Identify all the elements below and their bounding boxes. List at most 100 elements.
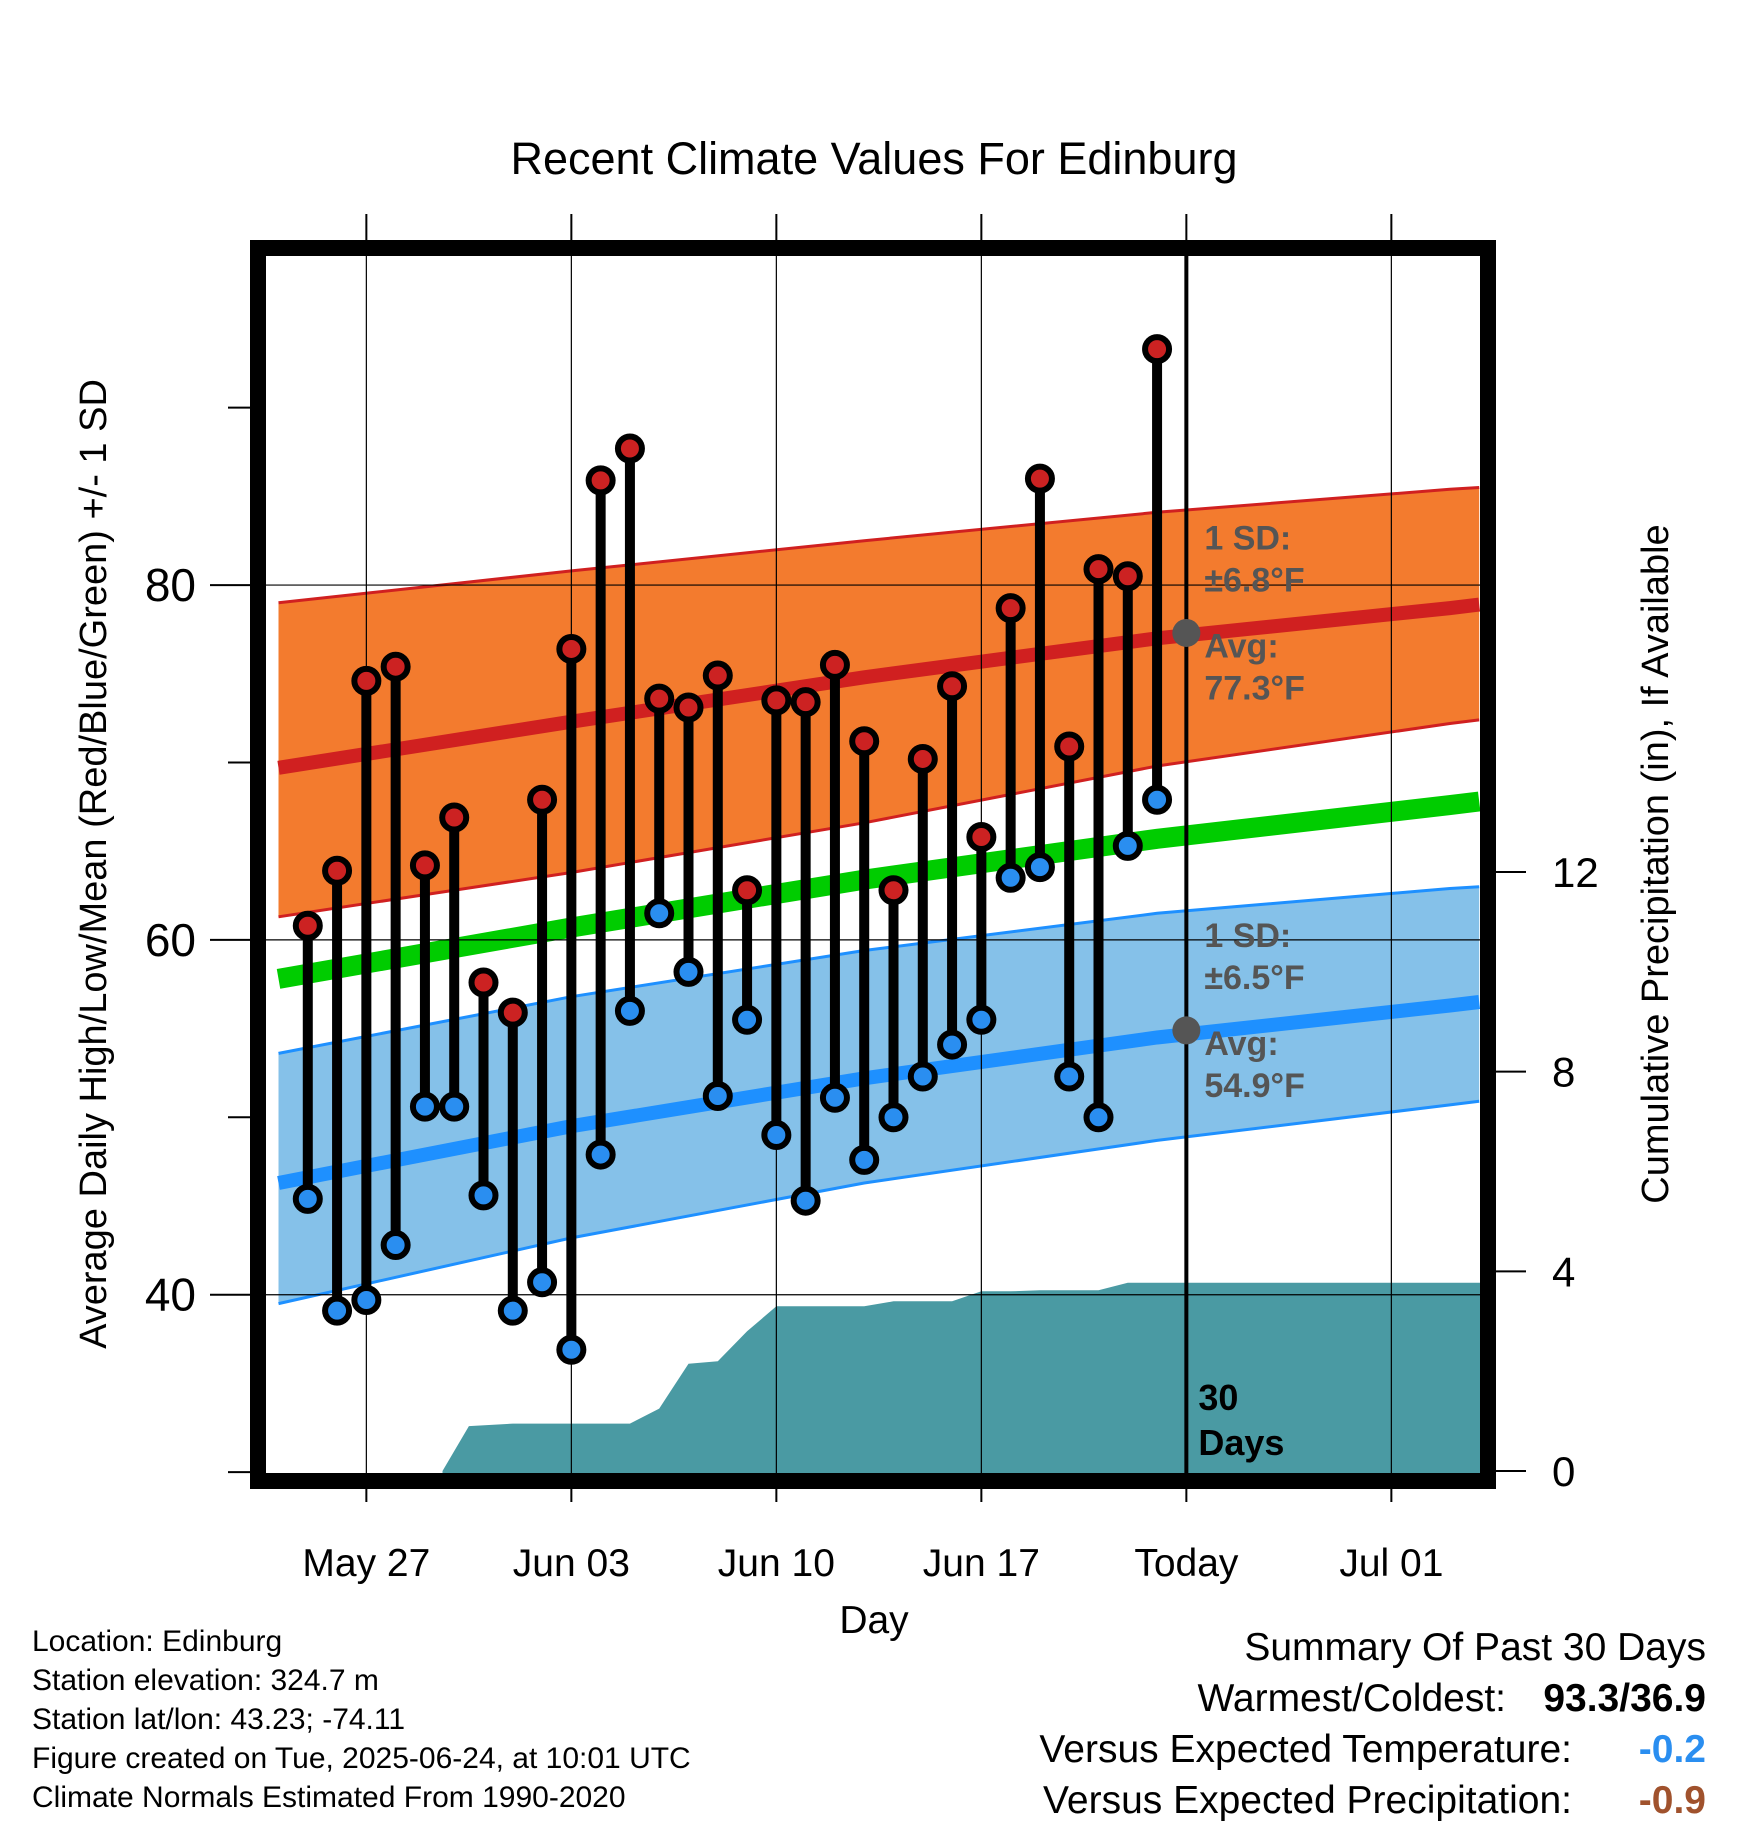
low-avg-value: 54.9°F	[1204, 1067, 1305, 1105]
daily-low-point	[819, 1082, 850, 1113]
daily-low-point	[644, 898, 675, 929]
high-avg-marker	[1172, 618, 1201, 647]
low-avg-marker	[1172, 1016, 1201, 1045]
summary-temp-row: Versus Expected Temperature: -0.2	[1039, 1724, 1706, 1775]
daily-low-point	[1054, 1061, 1085, 1092]
summary-title: Summary Of Past 30 Days	[1244, 1626, 1706, 1669]
daily-low-point	[1112, 830, 1143, 861]
daily-low-point	[380, 1230, 411, 1261]
daily-high-point	[907, 743, 938, 774]
daily-high-point	[556, 633, 587, 664]
daily-low-point	[732, 1004, 763, 1035]
daily-high-point	[849, 726, 880, 757]
warmest-value: 93.3/36.9	[1543, 1677, 1706, 1720]
high-sd-value: ±6.8°F	[1204, 562, 1304, 600]
daily-low-point	[1024, 852, 1055, 883]
x-tick-label: Jun 10	[718, 1542, 835, 1585]
daily-high-point	[585, 465, 616, 496]
daily-high-point	[527, 784, 558, 815]
daily-high-point	[644, 683, 675, 714]
today-days-label: 30	[1198, 1377, 1238, 1418]
daily-low-point	[1083, 1102, 1114, 1133]
y-left-tick-label: 60	[145, 914, 196, 966]
daily-low-point	[761, 1120, 792, 1151]
x-axis-title: Day	[839, 1599, 909, 1642]
temp-label: Versus Expected Temperature:	[1039, 1728, 1572, 1771]
daily-high-point	[380, 651, 411, 682]
low-sd-lower-edge	[278, 1099, 1480, 1306]
daily-high-point	[995, 593, 1026, 624]
daily-low-point	[702, 1081, 733, 1112]
daily-high-point	[1083, 554, 1114, 585]
daily-high-point	[351, 665, 382, 696]
high-avg-label: Avg:	[1204, 628, 1278, 666]
daily-high-point	[497, 997, 528, 1028]
precip-label: Versus Expected Precipitation:	[1043, 1779, 1572, 1822]
daily-high-point	[1024, 463, 1055, 494]
daily-low-point	[497, 1295, 528, 1326]
summary-precip-row: Versus Expected Precipitation: -0.9	[1039, 1775, 1706, 1826]
daily-low-point	[1142, 784, 1173, 815]
high-sd-band	[278, 487, 1480, 917]
daily-low-point	[790, 1185, 821, 1216]
x-tick-label: Jul 01	[1339, 1542, 1443, 1585]
daily-high-point	[761, 685, 792, 716]
latlon-text: Station lat/lon: 43.23; -74.11	[32, 1703, 406, 1736]
daily-high-point	[439, 802, 470, 833]
daily-high-point	[878, 875, 909, 906]
daily-low-point	[878, 1102, 909, 1133]
daily-high-point	[1142, 334, 1173, 365]
daily-low-point	[937, 1029, 968, 1060]
daily-low-point	[439, 1091, 470, 1122]
daily-high-point	[409, 850, 440, 881]
chart-title: Recent Climate Values For Edinburg	[510, 133, 1237, 184]
location-text: Location: Edinburg	[32, 1625, 283, 1658]
daily-low-point	[614, 995, 645, 1026]
x-tick-label: Jun 17	[923, 1542, 1040, 1585]
daily-high-point	[673, 692, 704, 723]
daily-low-point	[468, 1180, 499, 1211]
daily-high-point	[790, 687, 821, 718]
precip-area	[442, 1282, 1488, 1481]
x-tick-label: Today	[1134, 1542, 1239, 1585]
x-tick-label: May 27	[302, 1542, 430, 1585]
summary-panel: Summary Of Past 30 Days Warmest/Coldest:…	[1039, 1622, 1706, 1826]
low-avg-label: Avg:	[1204, 1025, 1278, 1063]
daily-high-point	[1112, 561, 1143, 592]
daily-low-point	[966, 1004, 997, 1035]
y-right-tick-label: 12	[1552, 849, 1599, 896]
daily-high-point	[614, 433, 645, 464]
warmest-label: Warmest/Coldest:	[1197, 1677, 1506, 1720]
daily-high-point	[322, 855, 353, 886]
y-axis-left-title: Average Daily High/Low/Mean (Red/Blue/Gr…	[73, 379, 115, 1349]
daily-low-point	[585, 1139, 616, 1170]
daily-low-point	[556, 1334, 587, 1365]
low-sd-label: 1 SD:	[1204, 917, 1291, 955]
normals-text: Climate Normals Estimated From 1990-2020	[32, 1781, 626, 1814]
daily-high-point	[819, 649, 850, 680]
daily-low-point	[292, 1183, 323, 1214]
today-days-label: Days	[1198, 1422, 1284, 1463]
daily-low-point	[673, 956, 704, 987]
high-avg-value: 77.3°F	[1204, 670, 1305, 708]
daily-low-point	[527, 1267, 558, 1298]
station-info: Location: Edinburg Station elevation: 32…	[32, 1622, 691, 1817]
created-text: Figure created on Tue, 2025-06-24, at 10…	[32, 1742, 691, 1775]
temp-anomaly-value: -0.2	[1638, 1728, 1706, 1771]
x-tick-label: Jun 03	[513, 1542, 630, 1585]
daily-high-point	[937, 671, 968, 702]
daily-high-point	[468, 967, 499, 998]
daily-high-point	[966, 822, 997, 853]
low-normal-line	[277, 995, 1481, 1190]
low-sd-value: ±6.5°F	[1204, 959, 1304, 997]
daily-low-point	[995, 862, 1026, 893]
high-sd-label: 1 SD:	[1204, 520, 1291, 558]
y-left-tick-label: 80	[145, 559, 196, 611]
daily-high-point	[1054, 731, 1085, 762]
y-right-tick-label: 8	[1552, 1049, 1575, 1096]
daily-low-point	[351, 1285, 382, 1316]
precip-anomaly-value: -0.9	[1638, 1779, 1706, 1822]
daily-low-point	[322, 1295, 353, 1326]
daily-low-point	[907, 1061, 938, 1092]
